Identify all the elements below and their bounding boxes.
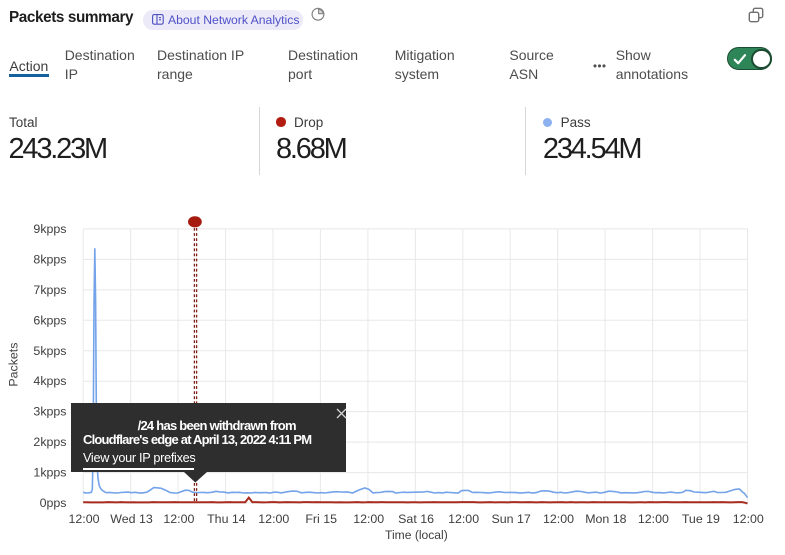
svg-text:Sat 16: Sat 16 <box>398 512 434 526</box>
svg-text:Packets: Packets <box>7 343 21 387</box>
svg-text:1kpps: 1kpps <box>33 466 66 480</box>
svg-text:6kpps: 6kpps <box>33 313 66 327</box>
svg-text:12:00: 12:00 <box>68 512 99 526</box>
svg-text:12:00: 12:00 <box>638 512 669 526</box>
svg-text:2kpps: 2kpps <box>33 435 66 449</box>
svg-text:3kpps: 3kpps <box>33 405 66 419</box>
svg-text:12:00: 12:00 <box>543 512 574 526</box>
svg-text:Thu 14: Thu 14 <box>207 512 246 526</box>
svg-text:7kpps: 7kpps <box>33 283 66 297</box>
svg-text:Time (local): Time (local) <box>385 528 448 542</box>
svg-text:12:00: 12:00 <box>448 512 479 526</box>
svg-text:Mon 18: Mon 18 <box>585 512 626 526</box>
svg-text:Fri 15: Fri 15 <box>305 512 337 526</box>
svg-text:Wed 13: Wed 13 <box>110 512 153 526</box>
svg-text:12:00: 12:00 <box>163 512 194 526</box>
svg-text:Sun 17: Sun 17 <box>491 512 530 526</box>
svg-text:8kpps: 8kpps <box>33 252 66 266</box>
svg-text:0pps: 0pps <box>40 496 67 510</box>
svg-text:12:00: 12:00 <box>258 512 289 526</box>
svg-text:5kpps: 5kpps <box>33 344 66 358</box>
svg-text:12:00: 12:00 <box>353 512 384 526</box>
svg-text:12:00: 12:00 <box>733 512 764 526</box>
svg-text:9kpps: 9kpps <box>33 222 66 236</box>
svg-text:Tue 19: Tue 19 <box>682 512 720 526</box>
svg-text:4kpps: 4kpps <box>33 374 66 388</box>
